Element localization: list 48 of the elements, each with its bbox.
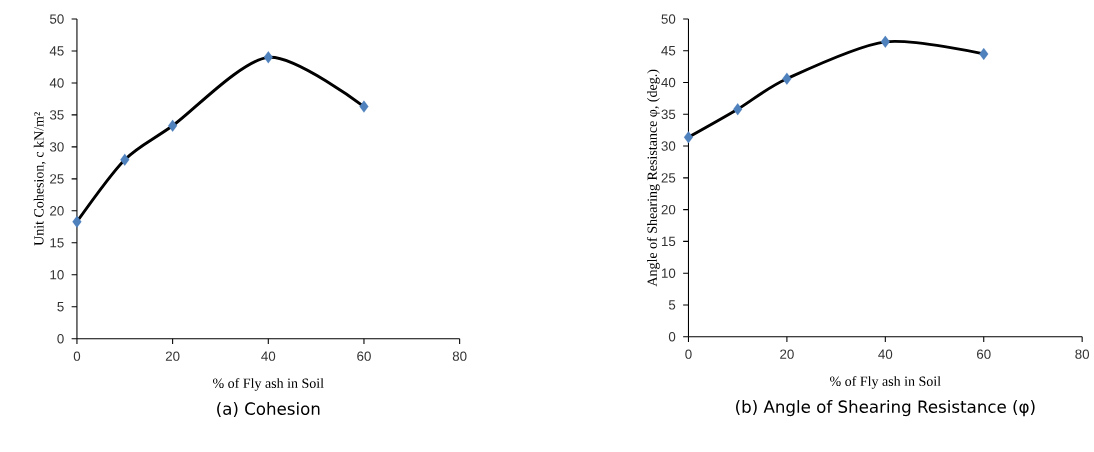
point [979,48,989,61]
y-tick-label: 10 [50,270,64,280]
y-tick-label: 30 [49,142,64,152]
x-tick-label: 80 [1075,349,1090,360]
x-axis-title: % of Fly ash in Soil [213,378,324,392]
x-tick-label: 0 [685,349,692,360]
y-tick-label: 15 [661,236,676,247]
x-axis-title: % of Fly ash in Soil [830,376,941,390]
point [683,131,694,144]
point [263,51,273,64]
y-tick-label: 50 [49,14,64,24]
x-tick-label: 40 [878,349,893,360]
y-tick-label: 40 [661,77,676,88]
y-tick-label: 10 [661,268,676,279]
y-tick-label: 40 [49,78,64,88]
point [733,103,743,116]
point [359,100,369,113]
y-tick-label: 0 [668,332,676,342]
x-tick-label: 20 [165,351,180,362]
x-tick-label: 20 [780,349,794,360]
point [72,215,82,228]
y-tick-label: 25 [661,173,676,183]
y-tick-label: 45 [49,46,64,56]
text: (b) Angle of Shearing Resistance (φ) [736,400,1035,417]
x-tick-label: 0 [73,351,81,362]
y-tick-label: 35 [661,109,676,120]
y-tick-label: 20 [661,205,676,215]
y-tick-label: 30 [661,141,676,151]
point [120,153,130,166]
y-tick-label: 45 [661,46,676,56]
point [880,35,890,49]
x-tick-label: 40 [261,351,276,362]
y-tick-label: 25 [50,174,64,184]
y-tick-label: 35 [49,110,64,120]
y-tick-label: 5 [668,300,676,310]
x-tick-label: 60 [357,351,371,362]
y-tick-label: 15 [50,238,64,248]
point [168,119,178,133]
x-tick-label: 60 [977,349,991,360]
x-tick-label: 80 [452,351,467,362]
point [782,72,792,85]
y-tick-label: 5 [57,302,64,312]
y-axis-title: Unit Cohesion, c kN/m² [33,112,46,246]
text: (a) Cohesion [217,402,320,418]
y-axis-title: Angle of Shearing Resistance φ, (deg.) [646,69,660,287]
y-tick-label: 0 [57,334,64,344]
y-tick-label: 20 [50,206,64,216]
y-tick-label: 50 [661,14,676,24]
